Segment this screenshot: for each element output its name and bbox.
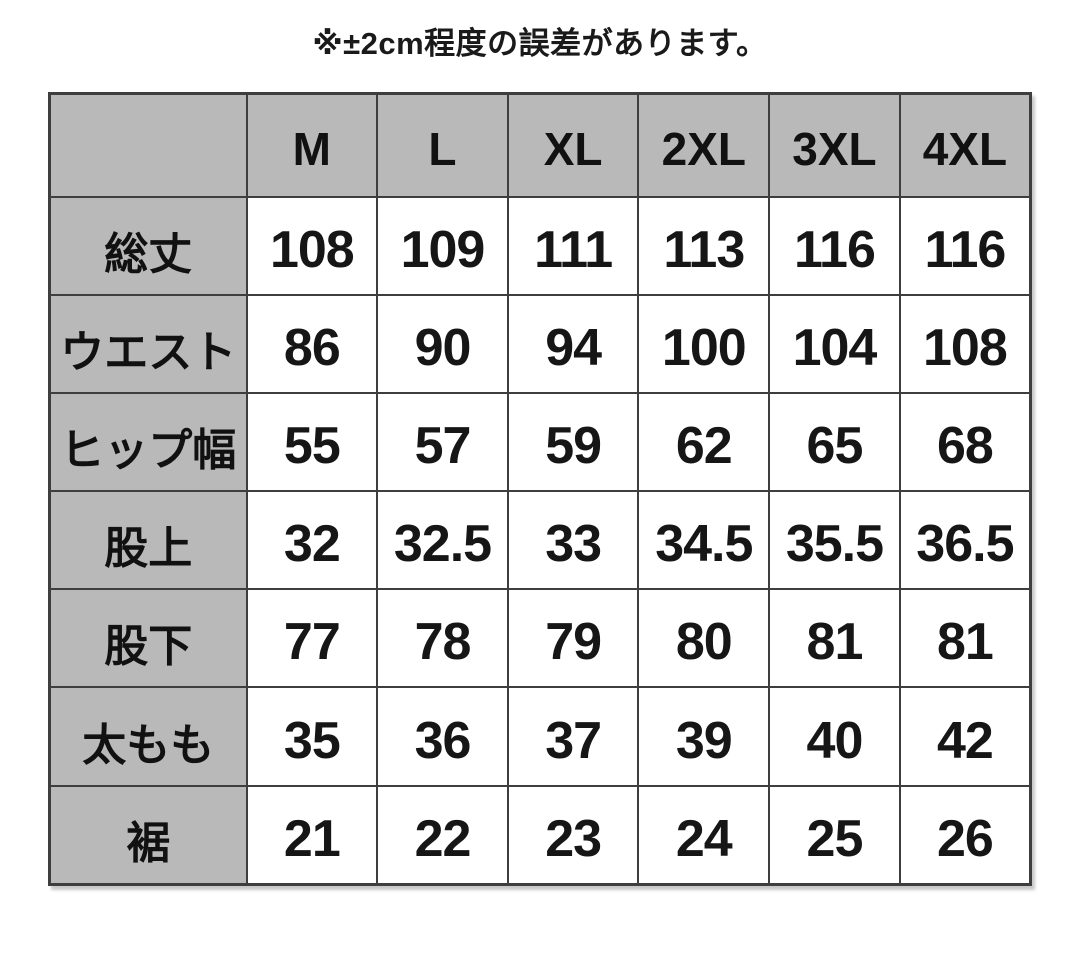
value-cell: 90 (376, 293, 509, 394)
value-cell: 100 (637, 293, 771, 394)
tolerance-note: ※±2cm程度の誤差があります。 (312, 26, 768, 61)
value-cell: 24 (637, 784, 771, 886)
value-cell: 62 (637, 391, 771, 493)
col-header-2XL: 2XL (637, 92, 771, 198)
value-cell: 25 (768, 784, 901, 886)
value-cell: 81 (898, 588, 1032, 689)
size-table-header: M L XL 2XL 3XL 4XL (48, 92, 1032, 198)
table-row: ウエスト 86 90 94 100 104 108 (48, 293, 1032, 394)
value-cell: 108 (245, 195, 379, 296)
col-header-XL: XL (506, 92, 640, 198)
col-header-M: M (245, 92, 379, 198)
row-label: 総丈 (48, 195, 248, 296)
value-cell: 57 (376, 391, 509, 493)
row-label: ヒップ幅 (48, 391, 248, 493)
value-cell: 32 (245, 490, 379, 591)
row-label: ウエスト (48, 293, 248, 394)
row-label: 裾 (48, 784, 248, 886)
value-cell: 86 (245, 293, 379, 394)
value-cell: 113 (637, 195, 771, 296)
value-cell: 36.5 (898, 490, 1032, 591)
value-cell: 22 (376, 784, 509, 886)
table-row: ヒップ幅 55 57 59 62 65 68 (48, 391, 1032, 493)
value-cell: 42 (898, 686, 1032, 787)
value-cell: 40 (768, 686, 901, 787)
value-cell: 81 (768, 588, 901, 689)
value-cell: 104 (768, 293, 901, 394)
value-cell: 34.5 (637, 490, 771, 591)
value-cell: 111 (506, 195, 640, 296)
row-label: 太もも (48, 686, 248, 787)
value-cell: 79 (506, 588, 640, 689)
value-cell: 68 (898, 391, 1032, 493)
table-row: 太もも 35 36 37 39 40 42 (48, 686, 1032, 787)
row-label: 股下 (48, 588, 248, 689)
value-cell: 32.5 (376, 490, 509, 591)
value-cell: 94 (506, 293, 640, 394)
value-cell: 59 (506, 391, 640, 493)
table-row: 裾 21 22 23 24 25 26 (48, 784, 1032, 886)
value-cell: 23 (506, 784, 640, 886)
col-header-3XL: 3XL (768, 92, 901, 198)
value-cell: 108 (898, 293, 1032, 394)
header-row: M L XL 2XL 3XL 4XL (48, 92, 1032, 198)
col-header-4XL: 4XL (898, 92, 1032, 198)
value-cell: 35.5 (768, 490, 901, 591)
corner-cell (48, 92, 248, 198)
value-cell: 26 (898, 784, 1032, 886)
value-cell: 116 (898, 195, 1032, 296)
row-label: 股上 (48, 490, 248, 591)
size-table-body: 総丈 108 109 111 113 116 116 ウエスト 86 90 94 100 104 108 ヒ… (48, 195, 1032, 886)
value-cell: 39 (637, 686, 771, 787)
value-cell: 37 (506, 686, 640, 787)
col-header-L: L (376, 92, 509, 198)
value-cell: 77 (245, 588, 379, 689)
value-cell: 65 (768, 391, 901, 493)
value-cell: 116 (768, 195, 901, 296)
value-cell: 55 (245, 391, 379, 493)
size-table: M L XL 2XL 3XL 4XL 総丈 108 109 111 113 116 116 ウエスト 86… (48, 92, 1032, 886)
table-row: 股上 32 32.5 33 34.5 35.5 36.5 (48, 490, 1032, 591)
table-row: 総丈 108 109 111 113 116 116 (48, 195, 1032, 296)
value-cell: 33 (506, 490, 640, 591)
value-cell: 78 (376, 588, 509, 689)
value-cell: 109 (376, 195, 509, 296)
value-cell: 35 (245, 686, 379, 787)
table-row: 股下 77 78 79 80 81 81 (48, 588, 1032, 689)
value-cell: 36 (376, 686, 509, 787)
value-cell: 21 (245, 784, 379, 886)
value-cell: 80 (637, 588, 771, 689)
